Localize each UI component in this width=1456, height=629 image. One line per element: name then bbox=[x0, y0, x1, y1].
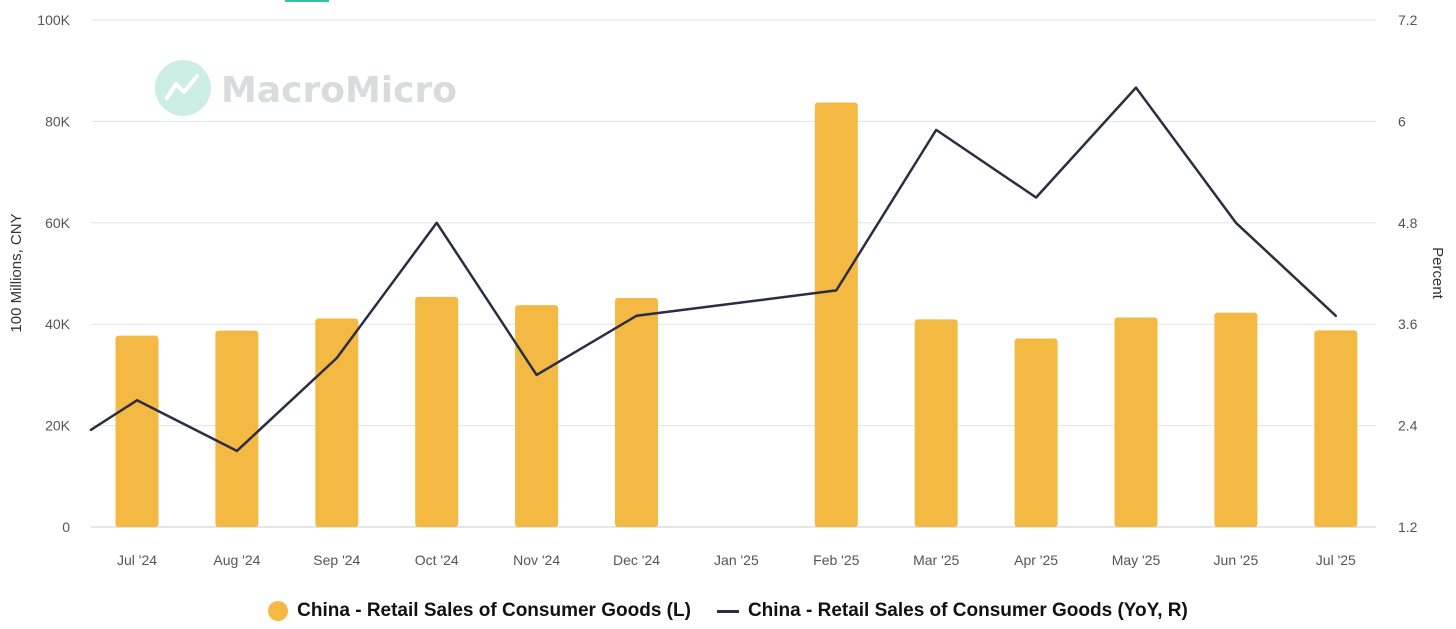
x-tick-label: Sep '24 bbox=[313, 552, 360, 568]
right-axis: 1.2 2.4 3.6 4.8 6 7.2 bbox=[1398, 12, 1418, 535]
left-axis: 0 20K 40K 60K 80K 100K bbox=[37, 12, 70, 535]
x-tick-label: Nov '24 bbox=[513, 552, 560, 568]
x-tick-label: Jul '25 bbox=[1316, 552, 1356, 568]
left-tick-label: 60K bbox=[45, 215, 71, 231]
legend: China - Retail Sales of Consumer Goods (… bbox=[0, 596, 1456, 626]
line-series bbox=[89, 86, 1338, 453]
bar bbox=[1114, 317, 1158, 527]
yoy-line bbox=[89, 86, 1338, 453]
right-tick-label: 2.4 bbox=[1398, 418, 1418, 434]
x-tick-label: Jan '25 bbox=[714, 552, 759, 568]
legend-dot-icon bbox=[268, 601, 289, 621]
left-tick-label: 100K bbox=[37, 12, 70, 28]
x-axis: Jul '24 Aug '24 Sep '24 Oct '24 Nov '24 Dec '… bbox=[117, 552, 1356, 568]
x-tick-label: Feb '25 bbox=[813, 552, 859, 568]
watermark-text: MacroMicro bbox=[221, 70, 457, 111]
x-tick-label: Apr '25 bbox=[1014, 552, 1058, 568]
right-axis-title: Percent bbox=[1429, 247, 1446, 300]
left-tick-label: 20K bbox=[45, 418, 71, 434]
trend-line-glyph bbox=[165, 74, 199, 100]
bar-series bbox=[115, 102, 1358, 528]
legend-item-retail-sales[interactable]: China - Retail Sales of Consumer Goods (… bbox=[268, 600, 691, 622]
bar bbox=[115, 335, 159, 527]
bar bbox=[515, 305, 559, 527]
legend-line-icon bbox=[716, 609, 739, 613]
left-tick-label: 80K bbox=[45, 113, 71, 129]
x-tick-label: Jun '25 bbox=[1214, 552, 1259, 568]
x-tick-label: Aug '24 bbox=[213, 552, 260, 568]
right-tick-label: 4.8 bbox=[1398, 215, 1418, 231]
bar bbox=[914, 319, 958, 527]
combo-chart: MacroMicro 0 20K 40K 60K 80K 100K 1.2 2.4 3.6 4.… bbox=[8, 12, 1446, 568]
right-tick-label: 3.6 bbox=[1398, 316, 1418, 332]
active-tab-indicator[interactable] bbox=[285, 0, 329, 2]
bar bbox=[1214, 312, 1258, 527]
left-tick-label: 0 bbox=[62, 519, 70, 535]
bar bbox=[1014, 338, 1058, 527]
x-tick-label: Dec '24 bbox=[613, 552, 660, 568]
bar bbox=[814, 102, 858, 528]
right-tick-label: 7.2 bbox=[1398, 12, 1418, 28]
left-tick-label: 40K bbox=[45, 316, 71, 332]
x-tick-label: Jul '24 bbox=[117, 552, 157, 568]
bar bbox=[415, 296, 459, 527]
bar bbox=[615, 297, 658, 527]
x-tick-label: Mar '25 bbox=[913, 552, 959, 568]
bar bbox=[215, 330, 259, 527]
x-tick-label: May '25 bbox=[1112, 552, 1161, 568]
bar bbox=[1314, 330, 1358, 527]
trend-chart-icon bbox=[155, 60, 211, 116]
legend-item-retail-sales-yoy[interactable]: China - Retail Sales of Consumer Goods (… bbox=[716, 600, 1188, 622]
right-tick-label: 6 bbox=[1398, 113, 1406, 129]
right-tick-label: 1.2 bbox=[1398, 519, 1418, 535]
watermark: MacroMicro bbox=[155, 60, 457, 116]
x-tick-label: Oct '24 bbox=[415, 552, 459, 568]
legend-label-retail-sales: China - Retail Sales of Consumer Goods (… bbox=[297, 600, 691, 621]
bar bbox=[315, 318, 359, 527]
legend-label-retail-sales-yoy: China - Retail Sales of Consumer Goods (… bbox=[747, 600, 1188, 621]
left-axis-title: 100 Millions, CNY bbox=[8, 213, 25, 332]
